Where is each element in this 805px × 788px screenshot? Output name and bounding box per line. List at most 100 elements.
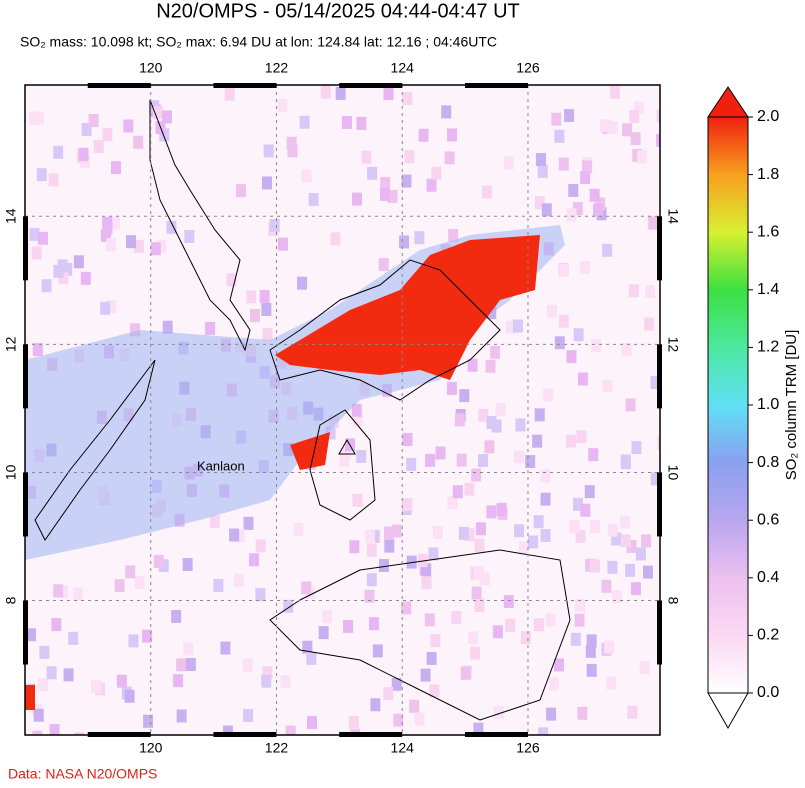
retrieval-pixel xyxy=(124,689,135,703)
retrieval-pixel xyxy=(58,271,69,285)
retrieval-pixel xyxy=(383,526,394,540)
retrieval-pixel xyxy=(657,436,660,450)
retrieval-pixel xyxy=(629,110,640,124)
retrieval-pixel xyxy=(367,166,378,180)
retrieval-pixel xyxy=(446,128,457,142)
retrieval-pixel xyxy=(414,712,425,726)
retrieval-pixel xyxy=(426,651,437,665)
retrieval-pixel xyxy=(485,359,496,373)
y-tick-label: 8 xyxy=(3,596,19,604)
retrieval-pixel xyxy=(378,258,389,272)
retrieval-pixel xyxy=(602,379,613,393)
colorbar-tick-label: 0.6 xyxy=(757,511,779,528)
x-tick-label: 126 xyxy=(516,60,540,76)
retrieval-pixel xyxy=(222,725,233,735)
retrieval-pixel xyxy=(585,644,596,658)
retrieval-pixel xyxy=(620,534,631,548)
retrieval-pixel xyxy=(51,618,62,632)
coastline xyxy=(149,99,251,352)
retrieval-pixel xyxy=(406,457,417,471)
x-tick-label: 122 xyxy=(265,60,289,76)
retrieval-pixel xyxy=(574,613,585,627)
x-tick-label: 122 xyxy=(265,740,289,756)
retrieval-pixel xyxy=(495,403,506,417)
retrieval-pixel xyxy=(143,714,154,728)
retrieval-pixel xyxy=(49,724,60,735)
retrieval-pixel xyxy=(475,522,486,536)
retrieval-pixel xyxy=(564,109,575,123)
retrieval-pixel xyxy=(424,613,435,627)
retrieval-pixel xyxy=(656,133,660,147)
retrieval-pixel xyxy=(607,121,618,135)
retrieval-pixel xyxy=(234,529,245,543)
retrieval-pixel xyxy=(441,105,452,119)
retrieval-pixel xyxy=(150,242,161,256)
retrieval-pixel xyxy=(277,99,288,113)
retrieval-pixel xyxy=(467,358,478,372)
retrieval-pixel xyxy=(589,188,600,202)
retrieval-pixel xyxy=(514,450,525,464)
retrieval-pixel xyxy=(102,216,113,230)
retrieval-pixel xyxy=(269,219,280,233)
retrieval-pixel xyxy=(213,578,224,592)
retrieval-pixel xyxy=(444,151,455,165)
retrieval-pixel xyxy=(58,585,69,599)
colorbar-min-arrow xyxy=(707,692,749,730)
retrieval-pixel xyxy=(492,625,503,639)
retrieval-pixel xyxy=(302,640,313,654)
retrieval-pixel xyxy=(235,184,246,198)
retrieval-pixel xyxy=(580,171,591,185)
retrieval-pixel xyxy=(161,110,172,124)
colorbar-tick-label: 2.0 xyxy=(757,108,779,125)
retrieval-pixel xyxy=(68,631,79,645)
retrieval-pixel xyxy=(171,609,182,623)
retrieval-pixel xyxy=(577,706,588,720)
retrieval-pixel xyxy=(142,629,153,643)
retrieval-pixel xyxy=(628,284,639,298)
retrieval-pixel xyxy=(26,628,37,642)
retrieval-pixel xyxy=(473,722,484,735)
retrieval-pixel xyxy=(569,519,580,533)
retrieval-pixel xyxy=(621,342,632,356)
retrieval-pixel xyxy=(91,680,102,694)
retrieval-pixel xyxy=(387,189,398,203)
retrieval-pixel xyxy=(100,301,111,315)
retrieval-pixel xyxy=(553,658,564,672)
retrieval-pixel xyxy=(456,453,467,467)
retrieval-pixel xyxy=(229,528,240,542)
retrieval-pixel xyxy=(573,328,584,342)
colorbar-tick-label: 1.4 xyxy=(757,281,779,298)
retrieval-pixel xyxy=(421,563,432,577)
retrieval-pixel xyxy=(370,698,381,712)
retrieval-pixel xyxy=(364,530,375,544)
coastline xyxy=(34,359,156,541)
retrieval-pixel xyxy=(325,426,336,440)
retrieval-pixel xyxy=(128,634,139,648)
retrieval-pixel xyxy=(80,271,91,285)
y-tick-label: 12 xyxy=(665,337,681,353)
retrieval-pixel xyxy=(448,228,459,242)
retrieval-pixel xyxy=(464,528,475,542)
retrieval-pixel xyxy=(431,166,442,180)
map: Kanlaon xyxy=(25,85,660,735)
retrieval-pixel xyxy=(106,300,117,314)
retrieval-pixel xyxy=(156,239,167,253)
x-tick-label: 124 xyxy=(391,60,415,76)
retrieval-pixel xyxy=(372,644,383,658)
colorbar-scale xyxy=(707,116,749,694)
retrieval-pixel xyxy=(551,112,562,126)
retrieval-pixel xyxy=(32,343,43,357)
plume-edge xyxy=(25,685,35,710)
retrieval-pixel xyxy=(426,178,437,192)
retrieval-pixel xyxy=(361,150,372,164)
retrieval-pixel xyxy=(162,320,173,334)
retrieval-pixel xyxy=(592,203,603,217)
retrieval-pixel xyxy=(73,255,84,269)
retrieval-pixel xyxy=(648,216,659,230)
retrieval-pixel xyxy=(166,220,177,234)
retrieval-pixel xyxy=(343,619,354,633)
retrieval-pixel xyxy=(277,237,288,251)
retrieval-pixel xyxy=(533,618,544,632)
retrieval-pixel xyxy=(570,632,581,646)
retrieval-pixel xyxy=(454,413,465,427)
